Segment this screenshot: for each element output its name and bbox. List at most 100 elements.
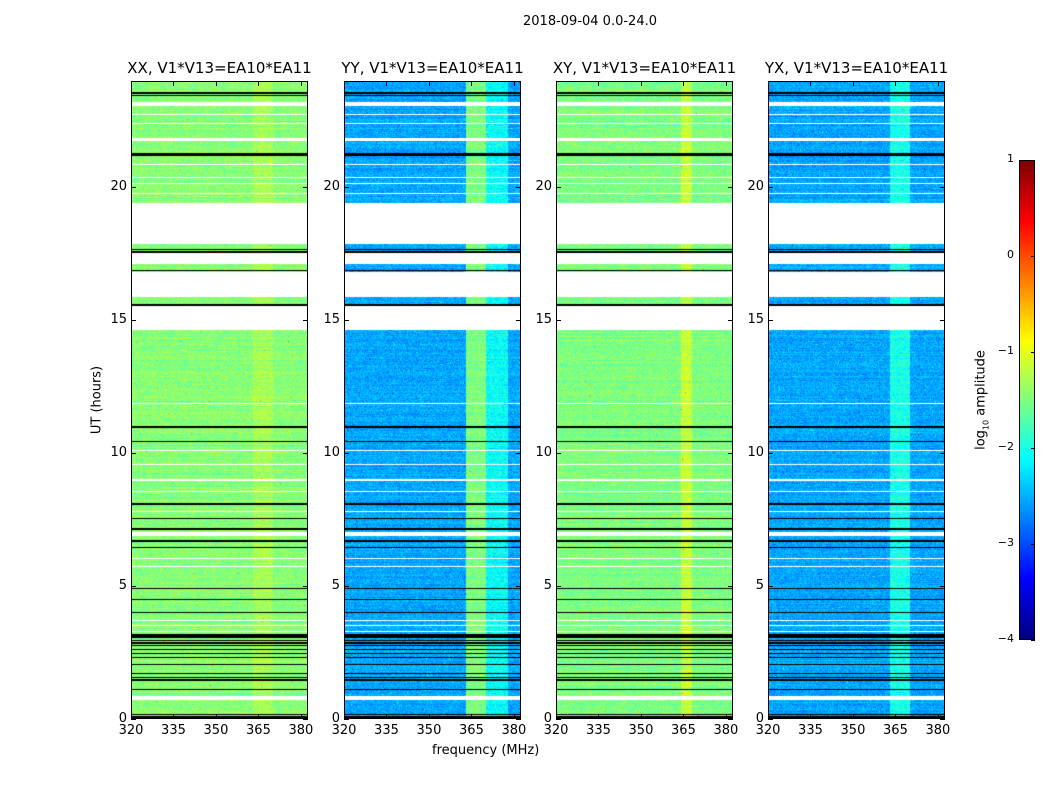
x-tick-mark	[215, 714, 217, 719]
y-tick-mark	[344, 453, 349, 455]
x-tick-label: 335	[161, 723, 186, 738]
colorbar-tick-label: 0	[1007, 248, 1014, 261]
spectrogram-heatmap	[132, 82, 307, 718]
y-tick-mark	[940, 320, 945, 322]
x-tick-label: 365	[459, 723, 484, 738]
y-tick-mark	[940, 586, 945, 588]
x-tick-mark	[810, 714, 812, 719]
spectrogram-panel	[131, 81, 308, 719]
y-tick-mark	[131, 453, 136, 455]
y-tick-mark	[131, 586, 136, 588]
x-tick-mark	[300, 714, 302, 719]
y-tick-mark	[303, 453, 308, 455]
colorbar-tick-label: −4	[997, 632, 1014, 645]
y-tick-label: 15	[535, 312, 552, 328]
x-tick-mark	[852, 81, 854, 86]
x-tick-mark	[598, 81, 600, 86]
x-tick-mark	[386, 81, 388, 86]
y-tick-label: 10	[747, 445, 764, 461]
x-tick-mark	[300, 81, 302, 86]
y-tick-mark	[516, 187, 521, 189]
y-tick-label: 10	[110, 445, 127, 461]
x-tick-label: 380	[713, 723, 739, 738]
x-tick-mark	[428, 714, 430, 719]
x-tick-label: 365	[671, 723, 696, 738]
spectrogram-heatmap	[345, 82, 520, 718]
y-tick-mark	[768, 453, 773, 455]
x-tick-label: 335	[586, 723, 611, 738]
x-tick-mark	[386, 714, 388, 719]
y-tick-mark	[344, 719, 349, 720]
y-tick-mark	[131, 320, 136, 322]
x-tick-label: 320	[755, 723, 781, 738]
x-tick-label: 350	[840, 723, 866, 738]
y-tick-label: 5	[118, 578, 127, 594]
y-tick-label: 20	[747, 179, 764, 195]
x-tick-mark	[937, 81, 939, 86]
x-tick-mark	[215, 81, 217, 86]
x-tick-mark	[895, 81, 897, 86]
colorbar-tick-label: 1	[1007, 152, 1014, 165]
x-tick-mark	[810, 81, 812, 86]
y-tick-label: 0	[543, 711, 552, 726]
y-tick-mark	[516, 320, 521, 322]
x-tick-mark	[131, 714, 132, 719]
x-tick-mark	[428, 81, 430, 86]
y-tick-label: 10	[535, 445, 552, 461]
y-tick-mark	[728, 320, 733, 322]
x-tick-mark	[173, 714, 175, 719]
colorbar-tick-mark	[1031, 544, 1035, 545]
spectrogram-heatmap	[557, 82, 732, 718]
y-tick-mark	[303, 719, 308, 720]
y-tick-label: 0	[331, 711, 340, 726]
y-tick-mark	[556, 586, 561, 588]
y-tick-mark	[768, 586, 773, 588]
y-tick-mark	[728, 187, 733, 189]
y-tick-mark	[344, 320, 349, 322]
y-axis-label: UT (hours)	[89, 365, 105, 435]
x-tick-mark	[895, 714, 897, 719]
x-tick-mark	[683, 81, 685, 86]
y-tick-mark	[131, 187, 136, 189]
x-tick-label: 380	[925, 723, 951, 738]
x-tick-mark	[725, 714, 727, 719]
spectrogram-panel	[344, 81, 521, 719]
y-tick-mark	[556, 453, 561, 455]
y-tick-mark	[516, 453, 521, 455]
x-tick-label: 350	[416, 723, 442, 738]
y-tick-mark	[344, 586, 349, 588]
y-tick-mark	[940, 187, 945, 189]
x-tick-label: 350	[203, 723, 229, 738]
y-tick-mark	[303, 586, 308, 588]
panel-title: YY, V1*V13=EA10*EA11	[341, 59, 524, 77]
spectrogram-heatmap	[769, 82, 944, 718]
x-tick-mark	[513, 714, 515, 719]
x-tick-mark	[768, 81, 769, 86]
y-tick-mark	[768, 320, 773, 322]
colorbar-label-rest: amplitude	[973, 350, 989, 420]
x-tick-label: 350	[628, 723, 654, 738]
y-tick-label: 0	[118, 711, 127, 726]
y-tick-mark	[768, 719, 773, 720]
x-tick-mark	[640, 81, 642, 86]
x-tick-mark	[683, 714, 685, 719]
colorbar-tick-mark	[1031, 256, 1035, 257]
y-tick-mark	[940, 453, 945, 455]
x-tick-mark	[556, 81, 557, 86]
figure-title: 2018-09-04 0.0-24.0	[523, 14, 657, 29]
y-tick-label: 5	[331, 578, 340, 594]
x-tick-mark	[131, 81, 132, 86]
colorbar-tick-mark	[1031, 640, 1035, 641]
x-axis-label: frequency (MHz)	[432, 743, 540, 758]
colorbar-label-main: log	[973, 430, 989, 450]
colorbar-tick-label: −1	[997, 344, 1014, 357]
colorbar	[1019, 160, 1035, 640]
y-tick-label: 5	[543, 578, 552, 594]
y-tick-mark	[768, 187, 773, 189]
y-tick-mark	[516, 586, 521, 588]
panel-title: XY, V1*V13=EA10*EA11	[552, 59, 737, 77]
x-tick-mark	[725, 81, 727, 86]
y-tick-mark	[303, 320, 308, 322]
panel-title: YX, V1*V13=EA10*EA11	[764, 59, 949, 77]
x-tick-mark	[640, 714, 642, 719]
